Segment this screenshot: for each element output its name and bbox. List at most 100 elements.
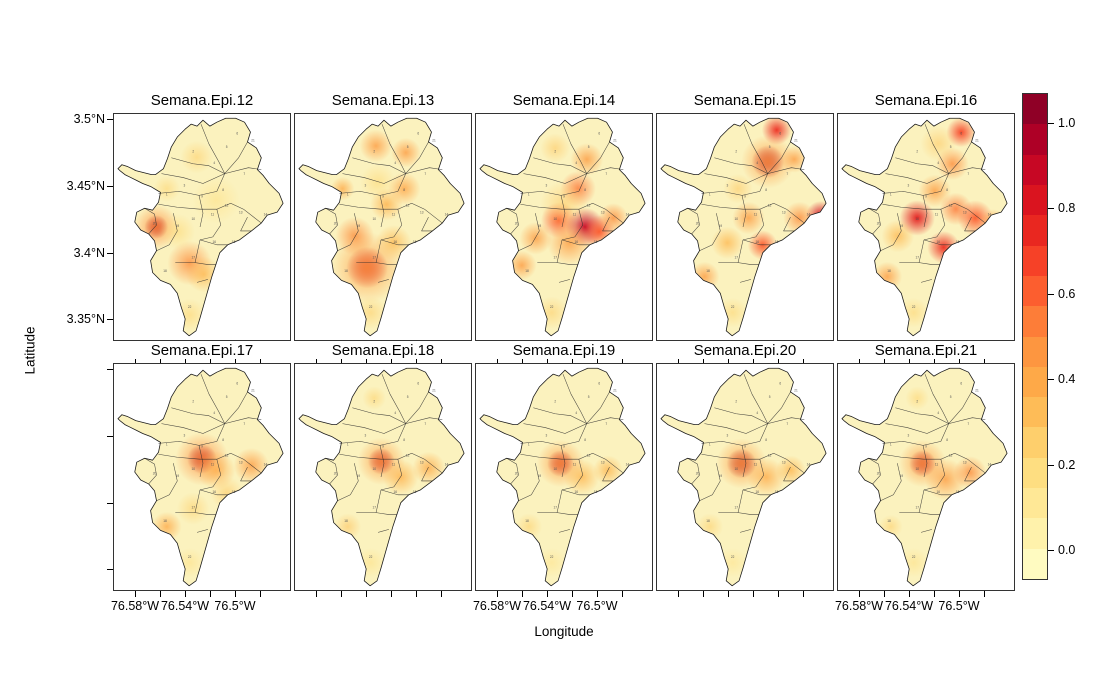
comuna-boundary <box>924 374 949 424</box>
axis-tick <box>909 359 910 363</box>
district-number: 14 <box>626 213 630 217</box>
axis-tick <box>622 359 623 363</box>
district-number: 9 <box>744 195 746 199</box>
district-number: 6 <box>598 132 600 136</box>
district-number: 20 <box>334 222 338 226</box>
axis-tick <box>391 359 392 363</box>
district-number: 11 <box>935 213 939 217</box>
district-number: 8 <box>222 188 224 192</box>
axis-tick <box>441 359 442 363</box>
axis-tick <box>597 591 598 597</box>
colorbar-segment <box>1023 366 1047 398</box>
comuna-boundary <box>562 124 587 174</box>
district-number: 10 <box>553 467 557 471</box>
comuna-boundary <box>741 195 747 228</box>
comuna-boundary <box>918 239 940 265</box>
comuna-boundary <box>885 173 949 184</box>
district-number: 13 <box>601 460 605 464</box>
district-number: 19 <box>176 474 180 478</box>
colorbar-segment <box>1023 275 1047 307</box>
district-number: 11 <box>211 213 215 217</box>
district-number: 6 <box>779 132 781 136</box>
map-panel-semana-epi-14: 1 2 3 4 5 6 7 8 9 10 11 12 13 14 15 16 17 18 19 20 21 22 <box>475 113 653 341</box>
district-number: 1 <box>890 442 892 446</box>
district-number: 21 <box>251 138 255 142</box>
axis-tick <box>185 591 186 597</box>
district-number: 16 <box>213 490 217 494</box>
district-number: 12 <box>406 454 410 458</box>
comuna-boundary <box>561 209 584 241</box>
comuna-boundary <box>880 213 902 251</box>
colorbar-tick <box>1048 550 1054 551</box>
density-hotspot <box>872 261 903 292</box>
colorbar-segment <box>1023 124 1047 155</box>
district-number: 11 <box>935 463 939 467</box>
comuna-boundary <box>882 203 925 210</box>
comuna-boundary <box>560 195 566 228</box>
district-number: 7 <box>786 172 788 176</box>
district-number: 6 <box>236 382 238 386</box>
map-panel-semana-epi-19: 1 2 3 4 5 6 7 8 9 10 11 12 13 14 15 16 17 18 19 20 21 22 <box>475 363 653 591</box>
comuna-boundary <box>171 157 225 174</box>
district-number: 13 <box>601 210 605 214</box>
comuna-boundary <box>922 445 928 478</box>
comuna-boundary <box>405 417 443 424</box>
comuna-boundary <box>380 239 409 246</box>
colorbar-gradient <box>1022 93 1048 580</box>
comuna-boundary <box>948 167 986 174</box>
district-number: 5 <box>407 395 409 399</box>
district-number: 16 <box>756 240 760 244</box>
district-number: 8 <box>946 438 948 442</box>
density-hotspot <box>540 180 588 229</box>
comuna-boundary <box>506 457 519 485</box>
density-hotspot <box>355 547 386 578</box>
district-number: 8 <box>222 438 224 442</box>
axis-tick <box>160 591 161 597</box>
district-number: 2 <box>373 150 375 154</box>
axis-tick <box>107 253 113 254</box>
district-number: 22 <box>912 305 916 309</box>
comuna-boundary <box>562 202 624 224</box>
district-number: 10 <box>372 467 376 471</box>
map-outline <box>298 367 465 587</box>
axis-tick <box>497 591 498 597</box>
district-number: 19 <box>900 474 904 478</box>
district-number: 9 <box>925 195 927 199</box>
comuna-boundary <box>533 157 587 174</box>
district-number: 3 <box>727 433 729 437</box>
comuna-boundary <box>558 279 571 283</box>
comuna-boundary <box>742 489 771 496</box>
map-outline <box>660 367 827 587</box>
district-number: 1 <box>709 192 711 196</box>
district-number: 12 <box>225 454 229 458</box>
density-hotspot <box>412 451 446 485</box>
comuna-boundary <box>156 213 178 251</box>
comuna-boundary <box>158 203 201 210</box>
district-number: 9 <box>563 445 565 449</box>
colorbar-tick <box>1048 208 1054 209</box>
comuna-boundary <box>895 407 949 424</box>
district-number: 20 <box>696 472 700 476</box>
district-number: 22 <box>550 555 554 559</box>
district-number: 20 <box>515 472 519 476</box>
district-number: 4 <box>937 161 939 165</box>
comuna-boundary <box>767 391 791 424</box>
district-number: 12 <box>587 204 591 208</box>
comuna-boundary <box>586 167 624 174</box>
comuna-boundary <box>381 124 406 174</box>
axis-tick <box>391 591 392 597</box>
comuna-boundary <box>586 417 624 424</box>
district-number: 19 <box>900 224 904 228</box>
comuna-boundary <box>742 239 771 246</box>
district-number: 9 <box>201 445 203 449</box>
comuna-boundary <box>199 209 222 241</box>
district-number: 22 <box>188 555 192 559</box>
comuna-boundary <box>224 141 248 174</box>
density-hotspot <box>153 175 181 203</box>
district-number: 15 <box>413 490 417 494</box>
map-outline <box>479 367 646 587</box>
district-number: 17 <box>191 256 195 260</box>
district-number: 12 <box>406 204 410 208</box>
